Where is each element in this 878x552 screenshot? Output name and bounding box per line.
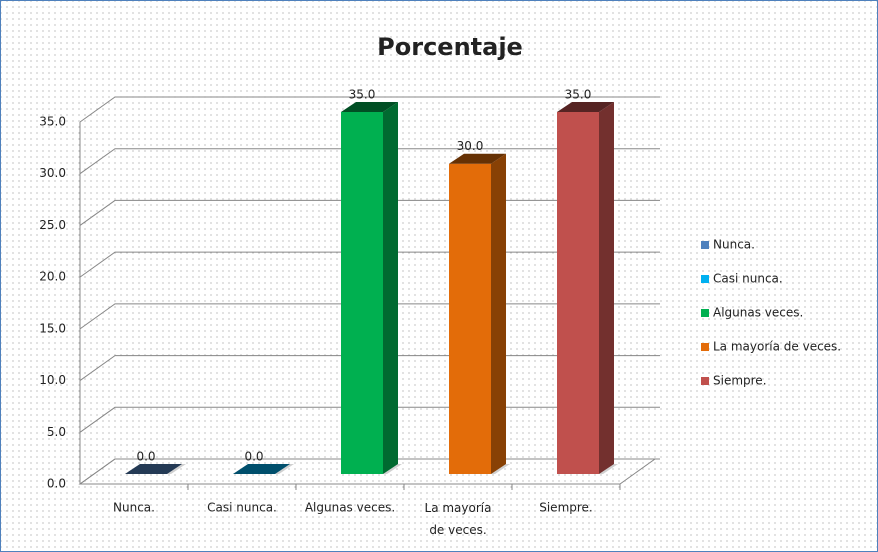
legend-label: Nunca. xyxy=(713,238,755,252)
y-tick-label: 15.0 xyxy=(39,321,66,335)
bar xyxy=(341,112,383,474)
legend-swatch xyxy=(701,377,709,385)
grid-line xyxy=(79,96,660,123)
bar-top xyxy=(233,464,290,474)
y-tick-label: 30.0 xyxy=(39,166,66,180)
chart-title: Porcentaje xyxy=(377,33,523,61)
y-tick-label: 25.0 xyxy=(39,218,66,232)
bar-side xyxy=(383,102,398,474)
x-tick-label: La mayoría de veces. xyxy=(425,501,492,537)
legend-label: La mayoría de veces. xyxy=(713,340,841,354)
legend-label: Siempre. xyxy=(713,374,767,388)
x-tick-label: Siempre. xyxy=(539,501,593,515)
legend-swatch xyxy=(701,275,709,283)
y-tick-label: 5.0 xyxy=(47,425,66,439)
legend-swatch xyxy=(701,309,709,317)
bar xyxy=(557,112,599,474)
grid-line xyxy=(79,148,660,175)
data-label: 35.0 xyxy=(565,88,592,102)
legend-swatch xyxy=(701,241,709,249)
data-label: 35.0 xyxy=(349,88,376,102)
x-tick-label: Casi nunca. xyxy=(207,501,277,515)
bar-top xyxy=(125,464,182,474)
y-tick-label: 0.0 xyxy=(47,477,66,491)
y-tick-label: 35.0 xyxy=(39,115,66,129)
bar-side xyxy=(491,153,506,474)
data-label: 0.0 xyxy=(136,450,155,464)
legend-label: Algunas veces. xyxy=(713,306,803,320)
legend-label: Casi nunca. xyxy=(713,272,783,286)
bar-top xyxy=(449,153,506,164)
y-tick-label: 20.0 xyxy=(39,270,66,284)
x-tick-label: Algunas veces. xyxy=(305,501,395,515)
bar-top xyxy=(557,102,614,112)
y-tick-label: 10.0 xyxy=(39,373,66,387)
x-tick-label: Nunca. xyxy=(113,501,155,515)
bar xyxy=(449,163,491,474)
data-label: 0.0 xyxy=(244,450,263,464)
bar-top xyxy=(341,102,398,112)
bar-side xyxy=(599,102,614,474)
data-label: 30.0 xyxy=(457,139,484,153)
legend-swatch xyxy=(701,343,709,351)
